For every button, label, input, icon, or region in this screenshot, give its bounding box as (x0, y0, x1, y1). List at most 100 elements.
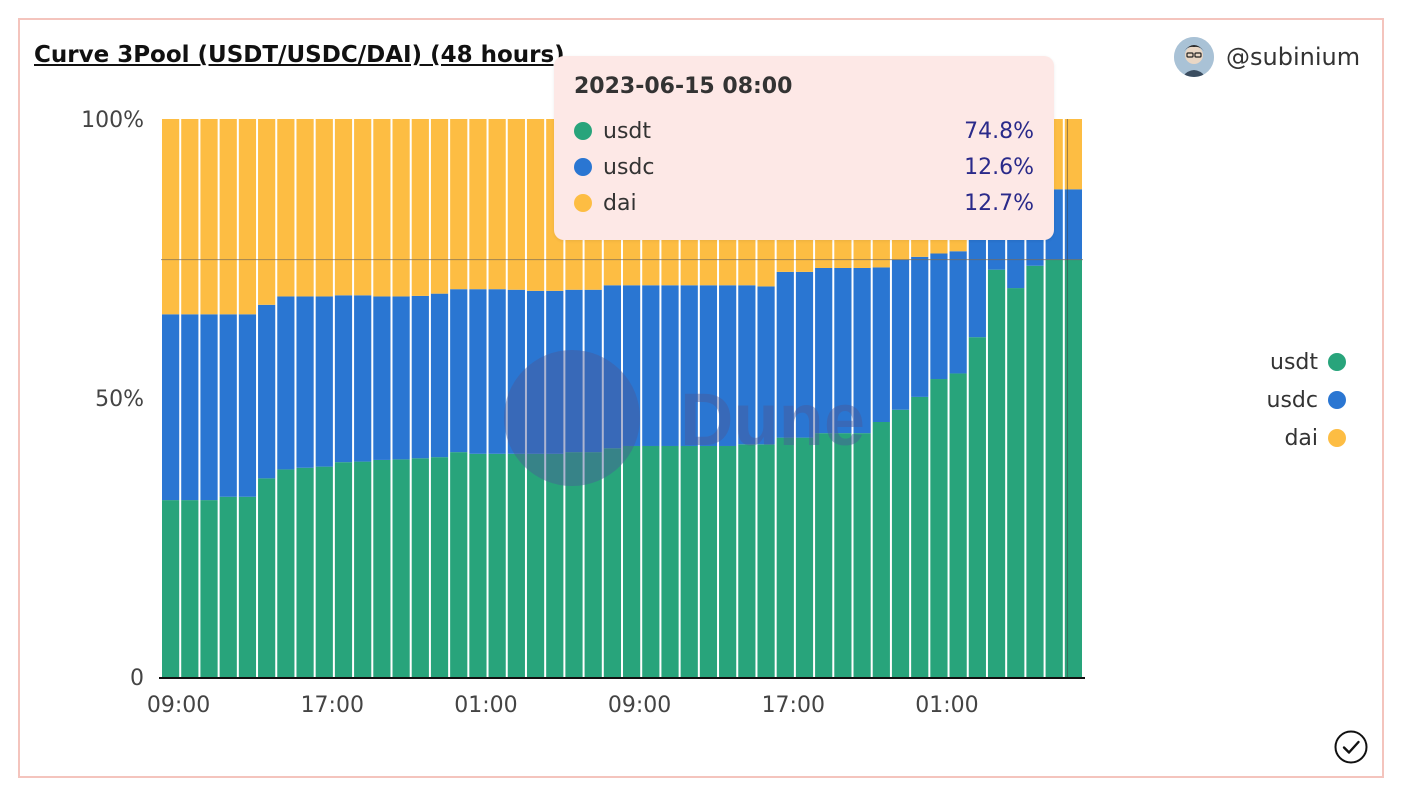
chart-title[interactable]: Curve 3Pool (USDT/USDC/DAI) (48 hours) (34, 42, 565, 68)
bar-usdc (334, 295, 353, 463)
watermark-text: Dune (680, 378, 865, 461)
bar-usdt (162, 500, 180, 677)
bar-usdc (853, 267, 871, 434)
bar-usdc (795, 271, 814, 438)
bar-dai (238, 119, 257, 315)
dai-dot-icon (1328, 429, 1346, 447)
legend-item-usdt[interactable]: usdt (1267, 343, 1346, 381)
bar-usdc (738, 285, 756, 445)
bar-usdt (450, 452, 468, 677)
bar-usdt (603, 448, 621, 677)
bar-usdc (162, 314, 180, 501)
bar-dai (277, 119, 295, 297)
bar-usdc (815, 267, 833, 434)
bar-usdt (623, 445, 641, 677)
bar-usdt (296, 467, 314, 677)
bar-usdt (565, 452, 583, 677)
bar-usdt (911, 396, 929, 677)
bar-dai (258, 119, 276, 305)
author-link[interactable]: @subinium (1174, 37, 1360, 77)
bar-dai (354, 119, 372, 296)
bar-usdt (469, 453, 487, 677)
bar-usdt (219, 496, 237, 677)
tooltip-row-name: usdc (603, 154, 655, 180)
bar-usdc (603, 285, 621, 449)
bar-usdt (526, 453, 545, 677)
x-tick-label: 01:00 (915, 693, 978, 718)
bar-usdt (373, 459, 391, 677)
bar-usdt (200, 500, 218, 677)
tooltip-title: 2023-06-15 08:00 (574, 74, 793, 99)
bar-usdc (373, 296, 391, 460)
bar-usdt (642, 445, 660, 677)
bar-dai (315, 119, 333, 297)
bar-usdt (930, 379, 948, 677)
bar-usdt (987, 269, 1006, 677)
bar-usdc (834, 267, 852, 434)
bar-usdc (277, 296, 295, 470)
legend-item-usdc[interactable]: usdc (1267, 381, 1346, 419)
bar-usdt (430, 457, 449, 677)
bar-usdt (949, 373, 967, 677)
bar-usdc (661, 285, 679, 446)
bar-usdc (238, 314, 257, 497)
bar-usdt (872, 421, 890, 677)
tooltip-row-usdt: usdt 74.8% (574, 113, 1034, 149)
bar-usdc (200, 314, 218, 501)
bar-usdt (354, 461, 372, 677)
bar-usdc (699, 285, 718, 446)
author-handle: @subinium (1226, 43, 1361, 71)
usdt-dot-icon (1328, 353, 1346, 371)
bar-usdc (623, 285, 641, 446)
bar-usdt (757, 444, 775, 677)
bar-usdc (469, 289, 487, 454)
tooltip-row-dai: dai 12.7% (574, 185, 1034, 221)
bar-usdt (258, 478, 276, 677)
bar-dai (200, 119, 218, 315)
dai-dot-icon (574, 194, 592, 212)
legend-item-dai[interactable]: dai (1267, 419, 1346, 457)
bar-usdc (507, 289, 525, 454)
tooltip-row-usdc: usdc 12.6% (574, 149, 1034, 185)
checkmark-circle-icon[interactable] (1334, 730, 1368, 764)
bar-dai (469, 119, 487, 290)
bar-usdc (872, 267, 890, 422)
bar-usdc (565, 289, 583, 453)
tooltip-row-value: 12.7% (964, 190, 1034, 216)
bar-dai (219, 119, 237, 315)
usdc-dot-icon (1328, 391, 1346, 409)
bar-dai (488, 119, 506, 290)
bar-usdc (911, 256, 929, 397)
bar-dai (450, 119, 468, 290)
bar-usdt (776, 437, 794, 677)
bar-dai (373, 119, 391, 297)
bar-usdc (680, 285, 698, 446)
bar-usdc (930, 253, 948, 380)
avatar (1174, 37, 1214, 77)
bar-usdt (661, 445, 679, 677)
bar-usdc (296, 296, 314, 468)
bar-usdt (834, 433, 852, 677)
bar-usdc (392, 296, 410, 460)
bar-usdt (315, 466, 333, 677)
bar-usdt (181, 500, 199, 677)
bar-dai (507, 119, 525, 290)
x-tick-label: 09:00 (608, 693, 671, 718)
legend: usdt usdc dai (1267, 343, 1346, 457)
bar-usdt (1045, 259, 1063, 677)
bar-usdt (853, 433, 871, 677)
bar-usdc (219, 314, 237, 497)
bar-usdc (584, 289, 602, 453)
bar-usdc (968, 232, 986, 338)
bar-usdc (411, 295, 429, 459)
bar-usdc (891, 259, 910, 410)
x-tick-label: 09:00 (147, 693, 210, 718)
bar-dai (526, 119, 545, 291)
bar-usdc (642, 285, 660, 446)
x-tick-label: 17:00 (762, 693, 825, 718)
bar-usdc (757, 286, 775, 445)
bar-usdc (1064, 189, 1082, 260)
x-tick-label: 01:00 (454, 693, 517, 718)
bar-dai (162, 119, 180, 315)
